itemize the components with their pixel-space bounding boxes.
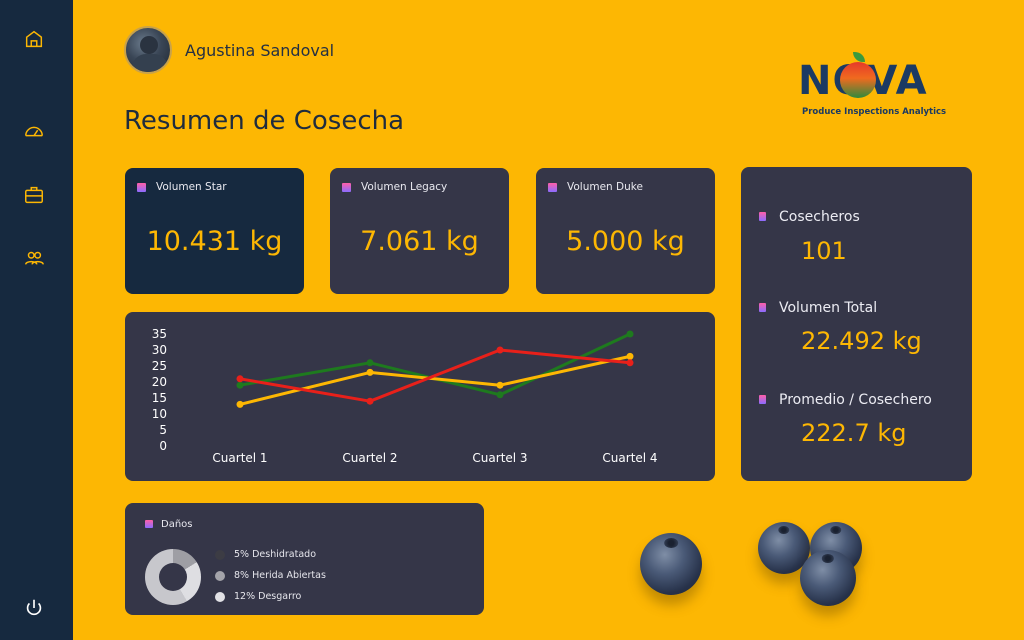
stat-marker-icon — [759, 212, 766, 221]
legend-label: 12% Desgarro — [234, 591, 302, 602]
kpi-marker-icon — [342, 182, 351, 192]
y-tick-label: 5 — [159, 423, 167, 437]
x-tick-label: Cuartel 1 — [212, 451, 267, 465]
page-title: Resumen de Cosecha — [124, 106, 405, 136]
sidebar — [0, 0, 73, 640]
kpi-label-text: Volumen Duke — [567, 181, 643, 193]
danos-marker-icon — [145, 520, 153, 528]
data-point[interactable] — [236, 375, 244, 383]
data-point[interactable] — [496, 346, 504, 354]
kpi-marker-icon — [137, 182, 146, 192]
line-chart: 0 5 10 15 20 25 30 35 Cuartel 1 Cuartel 2 Cuartel … — [152, 327, 658, 465]
series-line — [239, 348, 631, 403]
kpi-value: 7.061 kg — [360, 226, 479, 257]
kpi-value: 10.431 kg — [146, 226, 283, 257]
avatar[interactable] — [124, 26, 172, 74]
data-point[interactable] — [366, 368, 374, 376]
y-tick-label: 10 — [152, 407, 167, 421]
kpi-card-star[interactable]: Volumen Star 10.431 kg — [125, 168, 304, 294]
data-point[interactable] — [366, 397, 374, 405]
briefcase-icon[interactable] — [22, 183, 46, 207]
blueberry-image — [758, 522, 810, 574]
y-tick-label: 0 — [159, 439, 167, 453]
kpi-value: 5.000 kg — [566, 226, 685, 257]
data-point[interactable] — [236, 400, 244, 408]
y-tick-label: 30 — [152, 343, 167, 357]
logo-fruit-icon — [840, 62, 876, 98]
blueberry-image — [800, 550, 856, 606]
danos-donut-chart — [145, 549, 201, 605]
data-point[interactable] — [236, 381, 244, 389]
home-icon[interactable] — [22, 27, 46, 51]
legend-dot-icon — [215, 592, 225, 602]
stat-label-text: Cosecheros — [779, 209, 860, 225]
data-point[interactable] — [496, 391, 504, 399]
danos-title-text: Daños — [161, 519, 193, 530]
power-icon[interactable] — [22, 596, 46, 620]
kpi-label: Volumen Duke — [548, 181, 643, 193]
data-point[interactable] — [496, 381, 504, 389]
dashboard-gauge-icon[interactable] — [22, 120, 46, 144]
logo-subtitle: Produce Inspections Analytics — [802, 107, 947, 117]
line-chart-card: 0 5 10 15 20 25 30 35 Cuartel 1 Cuartel 2 Cuartel … — [125, 312, 715, 481]
x-tick-label: Cuartel 2 — [342, 451, 397, 465]
kpi-card-legacy[interactable]: Volumen Legacy 7.061 kg — [330, 168, 509, 294]
users-icon[interactable] — [22, 246, 46, 270]
legend-dot-icon — [215, 571, 225, 581]
stat-value-volumen-total: 22.492 kg — [801, 327, 922, 355]
legend-label: 8% Herida Abiertas — [234, 570, 326, 581]
kpi-card-duke[interactable]: Volumen Duke 5.000 kg — [536, 168, 715, 294]
stat-label-promedio: Promedio / Cosechero — [759, 392, 932, 408]
kpi-label-text: Volumen Star — [156, 181, 227, 193]
stats-card: Cosecheros 101 Volumen Total 22.492 kg P… — [741, 167, 972, 481]
kpi-label: Volumen Star — [137, 181, 227, 193]
blueberry-image — [640, 533, 702, 595]
legend-label: 5% Deshidratado — [234, 549, 317, 560]
x-tick-label: Cuartel 4 — [602, 451, 657, 465]
kpi-marker-icon — [548, 182, 557, 192]
legend-dot-icon — [215, 550, 225, 560]
stat-value-cosecheros: 101 — [801, 237, 847, 265]
kpi-label-text: Volumen Legacy — [361, 181, 448, 193]
y-tick-label: 35 — [152, 327, 167, 341]
user-name: Agustina Sandoval — [185, 40, 335, 60]
kpi-label: Volumen Legacy — [342, 181, 447, 193]
y-tick-label: 20 — [152, 375, 167, 389]
stat-label-text: Volumen Total — [779, 300, 878, 316]
stat-label-cosecheros: Cosecheros — [759, 209, 860, 225]
data-point[interactable] — [366, 359, 374, 367]
stat-label-text: Promedio / Cosechero — [779, 392, 932, 408]
user-profile[interactable]: Agustina Sandoval — [124, 26, 334, 74]
series-line — [239, 354, 631, 406]
stat-value-promedio: 222.7 kg — [801, 419, 907, 447]
danos-card: Daños 5% Deshidratado 8% Herida Abiertas… — [125, 503, 484, 615]
logo-leaf-icon — [853, 52, 865, 62]
y-tick-label: 15 — [152, 391, 167, 405]
data-point[interactable] — [626, 330, 634, 338]
data-point[interactable] — [626, 352, 634, 360]
data-point[interactable] — [626, 359, 634, 367]
danos-title: Daños — [145, 519, 193, 530]
stat-label-volumen-total: Volumen Total — [759, 300, 878, 316]
stat-marker-icon — [759, 303, 766, 312]
series-line — [239, 332, 631, 397]
stat-marker-icon — [759, 395, 766, 404]
nova-logo: NOVA Produce Inspections Analytics — [798, 50, 958, 122]
x-tick-label: Cuartel 3 — [472, 451, 527, 465]
y-tick-label: 25 — [152, 359, 167, 373]
